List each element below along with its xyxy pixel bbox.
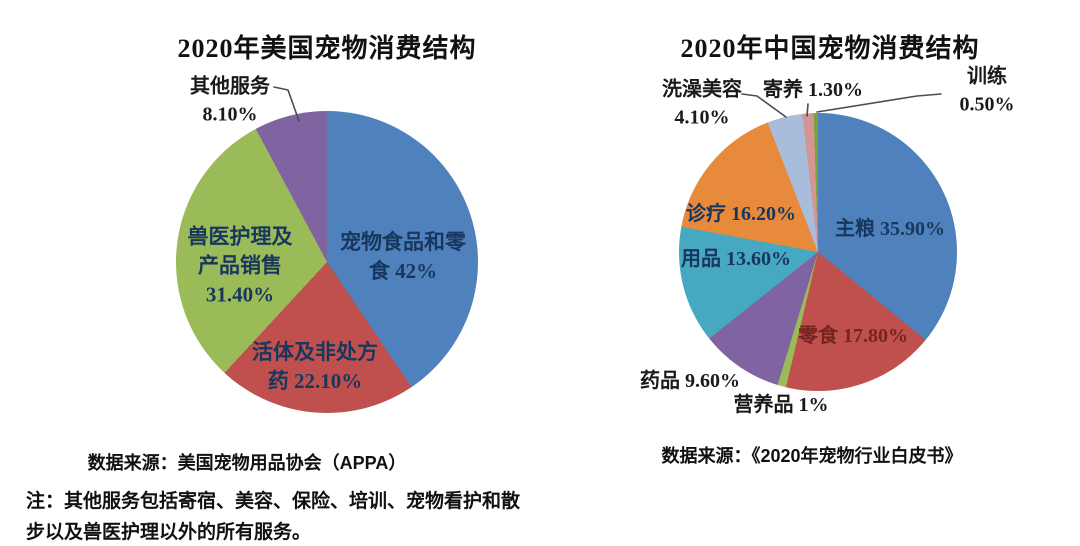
cn-snacks-label: 零食 17.80% bbox=[798, 325, 908, 348]
cn-supplies-label: 用品 13.60% bbox=[681, 248, 791, 271]
cn-grooming-label: 洗澡美容 4.10% bbox=[662, 78, 742, 128]
cn-pie bbox=[679, 113, 957, 391]
cn-nutrition-label: 营养品 1% bbox=[733, 394, 829, 417]
cn-training-label: 训练 0.50% bbox=[959, 65, 1015, 115]
us-data-source: 数据来源：美国宠物用品协会（APPA） bbox=[87, 453, 407, 473]
cn-medicine-label: 药品 9.60% bbox=[640, 370, 740, 393]
us-pie bbox=[176, 111, 478, 413]
footnote-line-1: 注：其他服务包括寄宿、美容、保险、培训、宠物看护和散 bbox=[26, 491, 521, 512]
us-vet-care-label: 兽医护理及 产品销售 31.40% bbox=[187, 224, 293, 307]
us-other-services-label: 其他服务 8.10% bbox=[190, 75, 270, 125]
us-chart-title: 2020年美国宠物消费结构 bbox=[177, 34, 477, 63]
us-live-otc-label: 活体及非处方 药 22.10% bbox=[252, 340, 378, 393]
cn-boarding-label: 寄养 1.30% bbox=[763, 79, 863, 102]
footnote-line-2: 步以及兽医护理以外的所有服务。 bbox=[26, 522, 312, 543]
cn-staple-food-label: 主粮 35.90% bbox=[835, 218, 945, 241]
cn-treatment-label: 诊疗 16.20% bbox=[686, 203, 796, 226]
cn-chart-title: 2020年中国宠物消费结构 bbox=[680, 34, 980, 63]
us-pet-food-label: 宠物食品和零 食 42% bbox=[340, 230, 466, 283]
cn-data-source: 数据来源：《2020年宠物行业白皮书》 bbox=[661, 446, 963, 466]
